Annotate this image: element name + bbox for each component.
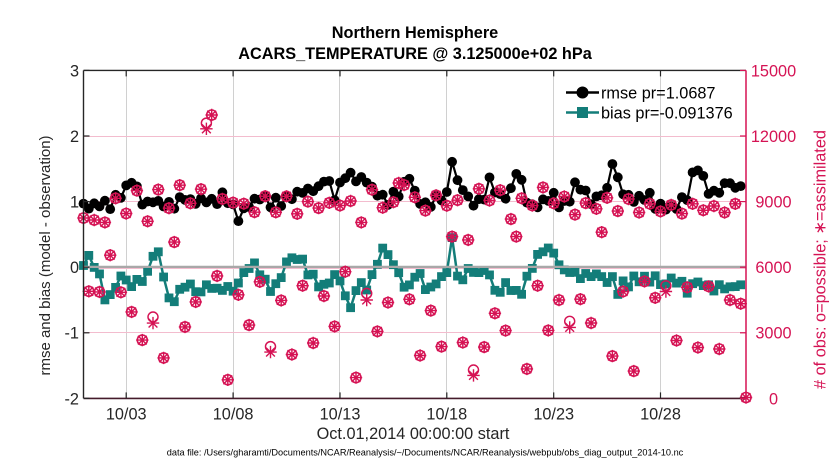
- svg-text:1: 1: [70, 194, 79, 212]
- svg-text:Oct.01,2014 00:00:00 start: Oct.01,2014 00:00:00 start: [317, 425, 510, 443]
- svg-text:-1: -1: [65, 325, 79, 343]
- svg-text:3000: 3000: [755, 325, 791, 343]
- svg-text:rmse and bias (model - observa: rmse and bias (model - observation): [37, 135, 54, 375]
- svg-text:0: 0: [769, 390, 778, 408]
- svg-text:10/23: 10/23: [533, 406, 574, 424]
- svg-text:2: 2: [70, 128, 79, 146]
- svg-text:Northern Hemisphere: Northern Hemisphere: [332, 24, 498, 42]
- svg-text:bias pr=-0.091376: bias pr=-0.091376: [601, 104, 733, 122]
- svg-text:10/08: 10/08: [213, 406, 254, 424]
- svg-text:12000: 12000: [751, 128, 796, 146]
- svg-text:10/03: 10/03: [106, 406, 147, 424]
- svg-text:-2: -2: [65, 390, 79, 408]
- svg-text:# of obs: o=possible; ∗=assimi: # of obs: o=possible; ∗=assimilated: [812, 130, 830, 389]
- svg-text:10/28: 10/28: [640, 406, 681, 424]
- svg-text:rmse pr=1.0687: rmse pr=1.0687: [601, 84, 716, 102]
- svg-text:data file: /Users/gharamti/Doc: data file: /Users/gharamti/Documents/NCA…: [167, 448, 684, 458]
- svg-text:0: 0: [70, 259, 79, 277]
- svg-text:6000: 6000: [755, 259, 791, 277]
- svg-text:ACARS_TEMPERATURE @ 3.125000e+: ACARS_TEMPERATURE @ 3.125000e+02 hPa: [238, 45, 592, 63]
- svg-text:10/13: 10/13: [320, 406, 361, 424]
- svg-text:9000: 9000: [755, 194, 791, 212]
- svg-text:15000: 15000: [751, 62, 796, 80]
- svg-text:10/18: 10/18: [426, 406, 467, 424]
- svg-text:3: 3: [70, 62, 79, 80]
